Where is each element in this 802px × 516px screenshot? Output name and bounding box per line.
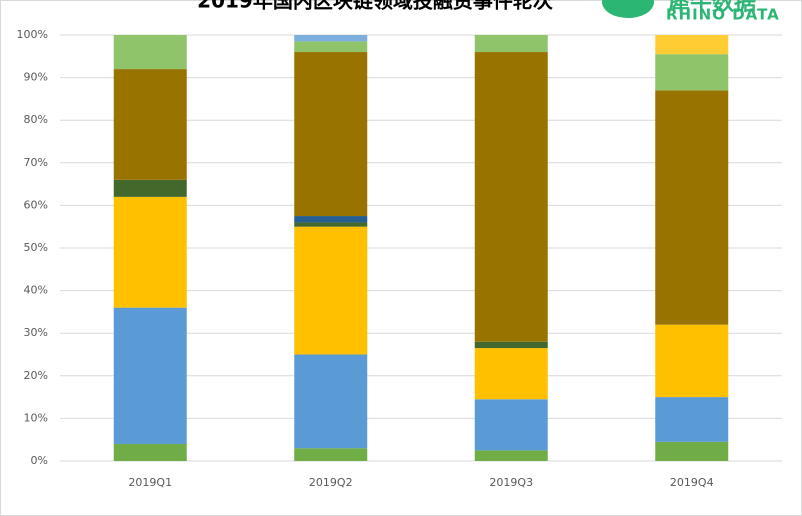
bar-segment — [474, 399, 548, 451]
logo-icon — [602, 0, 654, 18]
bar-segment — [113, 69, 187, 180]
bar-segment — [113, 196, 187, 308]
x-tick-label: 2019Q2 — [309, 476, 353, 489]
y-tick-label: 60% — [24, 198, 48, 211]
x-tick-label: 2019Q4 — [670, 476, 714, 489]
y-tick-label: 70% — [24, 156, 48, 169]
y-tick-label: 10% — [24, 411, 48, 424]
bar-segment — [474, 450, 548, 461]
bar-segment — [294, 354, 368, 449]
bar-segment — [294, 448, 368, 461]
bar-segment — [655, 441, 729, 461]
bar-segment — [113, 179, 187, 197]
bar-segment — [474, 52, 548, 342]
y-tick-label: 40% — [24, 284, 48, 297]
bar-segment — [113, 443, 187, 461]
bar-segment — [113, 35, 187, 70]
bar-segment — [655, 35, 729, 55]
bar-segment — [294, 35, 368, 42]
x-tick-label: 2019Q3 — [489, 476, 533, 489]
bar-segment — [655, 54, 729, 91]
y-tick-label: 20% — [24, 369, 48, 382]
bar-segment — [113, 307, 187, 444]
bar-segment — [294, 226, 368, 355]
bar-segment — [474, 35, 548, 53]
y-tick-label: 30% — [24, 326, 48, 339]
bar-segment — [655, 90, 729, 325]
bar-segment — [655, 397, 729, 442]
logo-name: 犀牛数据 — [668, 0, 756, 16]
y-tick-label: 50% — [24, 241, 48, 254]
bar-segment — [294, 41, 368, 53]
bar-segment — [294, 52, 368, 217]
bar-segment — [294, 222, 368, 227]
logo-subtext: RHINO DATA — [666, 6, 780, 24]
bar-segment — [474, 341, 548, 349]
chart-title: 2019年国内区块链领域投融资事件轮次 — [197, 0, 553, 13]
x-tick-label: 2019Q1 — [128, 476, 172, 489]
y-tick-label: 100% — [17, 28, 48, 41]
y-tick-label: 90% — [24, 71, 48, 84]
y-tick-label: 80% — [24, 113, 48, 126]
bar-segment — [474, 348, 548, 400]
y-tick-label: 0% — [31, 454, 48, 467]
bar-segment — [655, 324, 729, 398]
bar-segment — [294, 216, 368, 223]
